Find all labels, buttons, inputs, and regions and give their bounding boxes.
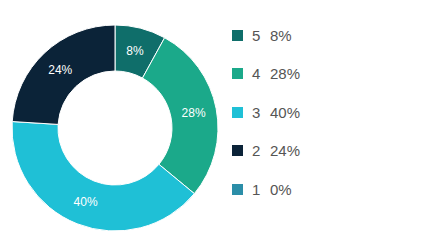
svg-text:40%: 40%: [74, 195, 98, 209]
html-text:8%: 8%: [270, 26, 292, 44]
html-text:2: 2: [252, 142, 261, 160]
html-text:24%: 24%: [270, 142, 300, 160]
html-text:28%: 28%: [270, 65, 300, 83]
html-text:40%: 40%: [270, 103, 300, 121]
html-text:0%: 0%: [270, 180, 292, 198]
svg-text:28%: 28%: [182, 106, 206, 120]
html-text:1: 1: [252, 180, 261, 198]
html-text:3: 3: [252, 103, 261, 121]
html-text:5: 5: [252, 26, 261, 44]
html-text:4: 4: [252, 65, 261, 83]
svg-text:8%: 8%: [126, 44, 144, 58]
svg-text:24%: 24%: [48, 63, 72, 77]
